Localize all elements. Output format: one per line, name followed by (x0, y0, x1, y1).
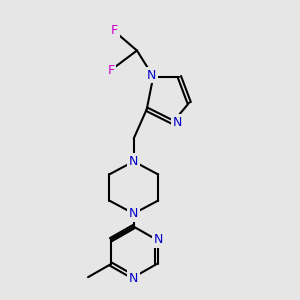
Text: N: N (129, 207, 138, 220)
Text: F: F (107, 64, 114, 76)
Text: N: N (129, 155, 138, 168)
Text: N: N (173, 116, 182, 129)
Text: N: N (129, 272, 138, 285)
Text: F: F (111, 25, 118, 38)
Text: N: N (154, 233, 163, 246)
Text: N: N (147, 68, 156, 82)
